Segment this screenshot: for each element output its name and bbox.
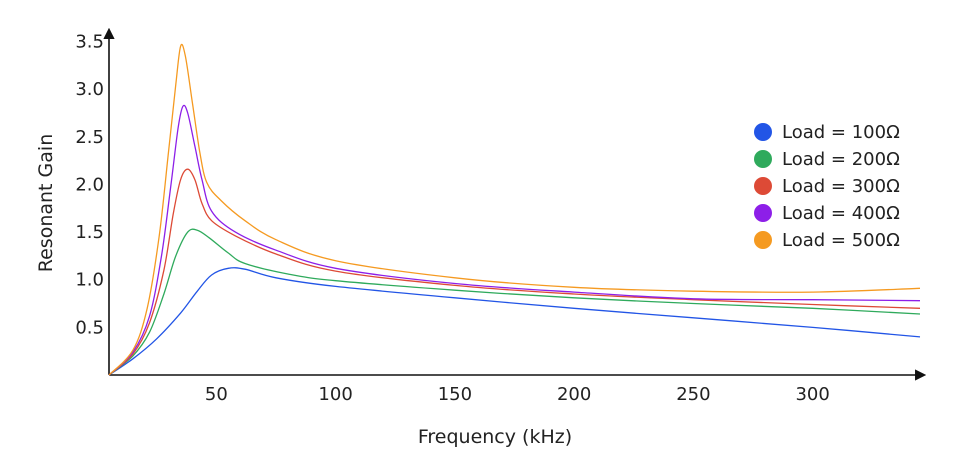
x-tick-label: 250 <box>676 384 710 405</box>
legend-label-3: Load = 300Ω <box>782 176 900 197</box>
legend-label-1: Load = 100Ω <box>782 122 900 143</box>
y-tick-label: 2.5 <box>75 127 104 148</box>
y-tick-label: 1.5 <box>75 222 104 243</box>
y-axis-title: Resonant Gain <box>35 134 57 272</box>
y-tick-label: 2.0 <box>75 174 104 195</box>
x-axis-title: Frequency (kHz) <box>418 426 572 448</box>
y-tick-label: 0.5 <box>75 317 104 338</box>
x-tick-label: 150 <box>438 384 472 405</box>
x-tick-label: 100 <box>318 384 352 405</box>
legend-label-4: Load = 400Ω <box>782 203 900 224</box>
legend-label-5: Load = 500Ω <box>782 230 900 251</box>
legend-marker-2 <box>754 150 772 168</box>
y-tick-label: 3.5 <box>75 32 104 53</box>
legend-label-2: Load = 200Ω <box>782 149 900 170</box>
legend-marker-5 <box>754 231 772 249</box>
series-line-1 <box>108 267 921 376</box>
y-tick-label: 3.0 <box>75 79 104 100</box>
series-line-5 <box>108 43 921 376</box>
series-lines <box>108 43 921 376</box>
x-tick-label: 300 <box>795 384 829 405</box>
x-tick-labels: 50 100 150 200 250 300 <box>205 384 830 405</box>
x-tick-label: 50 <box>205 384 228 405</box>
series-line-4 <box>108 104 921 376</box>
y-tick-label: 1.0 <box>75 270 104 291</box>
series-line-3 <box>108 168 921 376</box>
legend-marker-4 <box>754 204 772 222</box>
legend-marker-3 <box>754 177 772 195</box>
x-tick-label: 200 <box>557 384 591 405</box>
legend: Load = 100Ω Load = 200Ω Load = 300Ω Load = … <box>754 122 900 251</box>
series-line-2 <box>108 228 921 376</box>
y-tick-labels: 0.5 1.0 1.5 2.0 2.5 3.0 3.5 <box>75 32 104 339</box>
legend-marker-1 <box>754 123 772 141</box>
